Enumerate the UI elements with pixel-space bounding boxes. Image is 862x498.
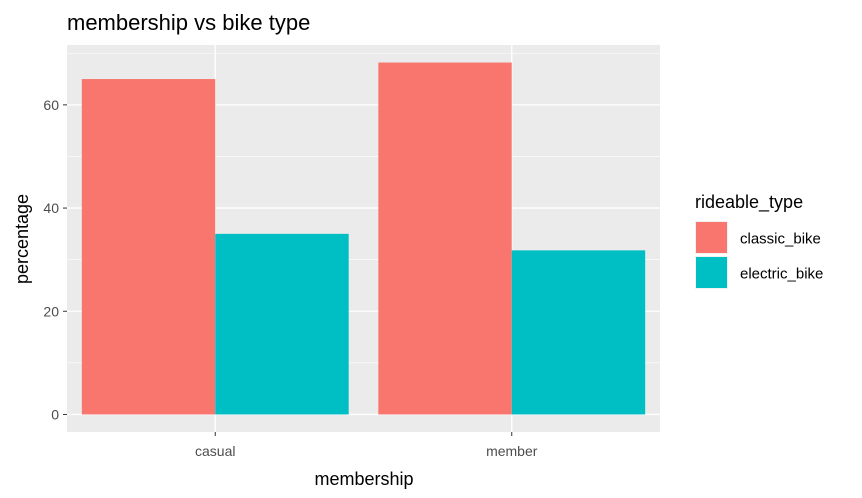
y-tick-label-3: 60 — [43, 97, 59, 113]
x-axis: casual member — [195, 432, 538, 459]
legend-label-electric_bike: electric_bike — [740, 266, 823, 283]
bar-casual-classic_bike — [81, 79, 216, 415]
bar-casual-electric_bike — [215, 233, 349, 415]
y-tick-label-1: 20 — [43, 303, 59, 319]
bars — [81, 62, 646, 415]
legend-key-classic_bike — [696, 222, 727, 253]
y-axis-title: percentage — [12, 194, 32, 284]
x-tick-label-casual: casual — [195, 443, 235, 459]
y-tick-label-0: 0 — [51, 406, 59, 422]
y-tick-label-2: 40 — [43, 200, 59, 216]
x-tick-label-member: member — [486, 443, 538, 459]
x-axis-title: membership — [314, 469, 413, 489]
chart-title: membership vs bike type — [67, 10, 310, 35]
bar-member-classic_bike — [378, 62, 512, 415]
y-axis: 0 20 40 60 — [43, 97, 67, 422]
legend-label-classic_bike: classic_bike — [740, 231, 821, 248]
bar-member-electric_bike — [511, 250, 646, 415]
legend-title: rideable_type — [695, 192, 803, 213]
legend: rideable_type classic_bike electric_bike — [695, 192, 823, 289]
legend-key-electric_bike — [696, 257, 727, 288]
